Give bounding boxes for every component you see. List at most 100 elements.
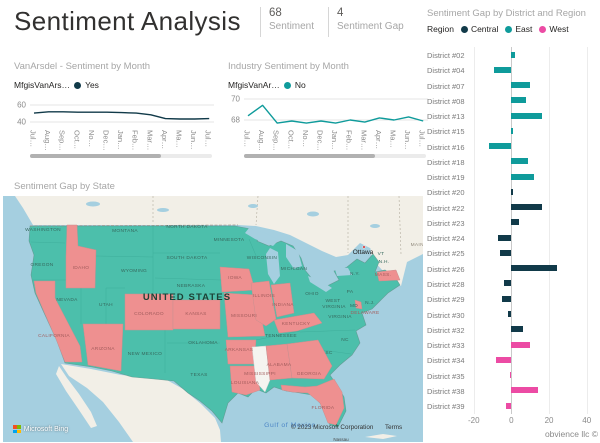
chart-legend: Region Central East West — [427, 24, 569, 34]
bar-row: District #15 — [425, 123, 598, 138]
state-indiana[interactable] — [270, 282, 295, 318]
industry-sentiment-chart: Industry Sentiment by Month MfgisVanAr… … — [226, 58, 432, 170]
district-label: District #08 — [427, 96, 465, 106]
bar-row: District #33 — [425, 337, 598, 352]
legend-item-west[interactable]: West — [539, 24, 569, 34]
sentiment-gap-bar[interactable] — [511, 112, 542, 119]
sentiment-gap-bar[interactable] — [511, 326, 523, 333]
sentiment-gap-bar[interactable] — [498, 234, 512, 241]
chart-scrollbar-thumb[interactable] — [30, 154, 162, 158]
map-title: Sentiment Gap by State — [14, 181, 115, 192]
map-terms-link[interactable]: Terms — [385, 424, 403, 431]
chart-legend[interactable]: MfgisVanAr… No — [228, 80, 306, 90]
state-california[interactable] — [33, 280, 83, 363]
state-louisiana[interactable] — [229, 365, 261, 396]
sentiment-gap-bar[interactable] — [511, 265, 557, 272]
baja-peninsula — [56, 366, 97, 428]
district-bar-chart: Sentiment Gap by District and Region Reg… — [425, 5, 598, 441]
x-axis-label: Ma… — [388, 130, 398, 148]
sentiment-gap-bar[interactable] — [511, 387, 538, 394]
sentiment-gap-bar[interactable] — [511, 82, 531, 89]
sentiment-gap-bar[interactable] — [500, 249, 512, 256]
x-axis-label: Feb… — [344, 130, 354, 151]
sentiment-gap-bar[interactable] — [511, 127, 513, 134]
line-series-yes[interactable] — [33, 111, 210, 120]
y-axis-tick: 70 — [231, 95, 240, 104]
state-kansas[interactable] — [172, 299, 221, 330]
sentiment-gap-bar[interactable] — [511, 204, 542, 211]
district-label: District #26 — [427, 264, 465, 274]
map-label: MONTANA — [112, 228, 138, 234]
kpi-sentiment-gap-label: Sentiment Gap — [337, 21, 404, 32]
x-axis-label: Oct… — [72, 130, 82, 150]
sentiment-gap-bar[interactable] — [511, 173, 534, 180]
legend-item-east[interactable]: East — [505, 24, 532, 34]
canada-province-borders — [152, 196, 402, 255]
state-arizona[interactable] — [82, 323, 124, 372]
map-label: NC — [341, 337, 349, 343]
chart-scrollbar[interactable] — [244, 154, 426, 158]
sentiment-gap-bar[interactable] — [511, 188, 514, 195]
x-axis-label: Jul… — [28, 130, 38, 148]
bar-row: District #04 — [425, 62, 598, 77]
line-plot-area[interactable]: 70 68 — [226, 90, 432, 130]
sentiment-gap-bar[interactable] — [511, 219, 519, 226]
ottawa-marker — [362, 245, 366, 249]
sentiment-gap-bar[interactable] — [511, 158, 529, 165]
district-label: District #18 — [427, 157, 465, 167]
state-colorado[interactable] — [124, 293, 174, 331]
sentiment-gap-bar[interactable] — [503, 280, 512, 287]
x-axis-label: Jul… — [242, 130, 252, 148]
sentiment-gap-bar[interactable] — [511, 51, 516, 58]
x-axis-label: Sep… — [271, 130, 281, 151]
state-kentucky[interactable] — [273, 312, 323, 334]
legend-item-central[interactable]: Central — [460, 24, 499, 34]
chart-scrollbar[interactable] — [30, 154, 212, 158]
legend-item-no[interactable]: No — [294, 80, 306, 90]
sentiment-gap-bar[interactable] — [509, 372, 512, 379]
x-axis-label: No… — [300, 130, 310, 148]
legend-field-label: MfgisVanAr… — [228, 80, 280, 90]
state-mississippi[interactable] — [251, 345, 271, 393]
legend-label: Central — [470, 24, 499, 34]
x-axis-label: Jul… — [417, 130, 427, 148]
sentiment-gap-bar[interactable] — [496, 356, 512, 363]
chart-scrollbar-thumb[interactable] — [244, 154, 376, 158]
district-label: District #13 — [427, 112, 465, 122]
state-illinois[interactable] — [250, 280, 277, 327]
kpi-sentiment-label: Sentiment — [269, 21, 315, 32]
line-series-no[interactable] — [247, 104, 424, 124]
line-plot-area[interactable]: 60 40 — [12, 90, 218, 130]
x-axis-tick: 40 — [582, 416, 592, 425]
chart-legend[interactable]: MfgisVanArs… Yes — [14, 80, 99, 90]
map-label: VIRGINIA — [328, 314, 352, 320]
sentiment-gap-bar[interactable] — [511, 341, 531, 348]
map-label: UTAH — [99, 302, 113, 308]
map-label: GEORGIA — [297, 371, 322, 377]
state-delaware[interactable] — [354, 299, 363, 310]
bar-row: District #07 — [425, 78, 598, 93]
map-label: WYOMING — [121, 268, 147, 274]
us-choropleth-map[interactable]: WASHINGTON MONTANA NORTH DAKOTA SOUTH DAKOT… — [3, 196, 423, 442]
state-massachusetts[interactable] — [376, 269, 401, 282]
sentiment-gap-bar[interactable] — [511, 97, 527, 104]
map-label: INDIANA — [272, 302, 294, 308]
sentiment-gap-bar[interactable] — [505, 402, 512, 409]
sentiment-gap-bar[interactable] — [488, 143, 512, 150]
sentiment-gap-bar[interactable] — [494, 66, 512, 73]
map-label: N.J. — [365, 300, 375, 306]
state-georgia[interactable] — [286, 339, 333, 380]
state-florida[interactable] — [280, 378, 345, 426]
map-label: MICHIGAN — [281, 266, 308, 272]
sentiment-gap-bar[interactable] — [502, 295, 512, 302]
map-label: NORTH DAKOTA — [166, 224, 208, 230]
microsoft-bing-logo[interactable]: Microsoft Bing — [13, 425, 68, 433]
sentiment-gap-bar[interactable] — [507, 311, 512, 318]
sentiment-map[interactable]: WASHINGTON MONTANA NORTH DAKOTA SOUTH DAKOT… — [3, 196, 423, 442]
gridline — [549, 47, 551, 414]
bar-row: District #08 — [425, 93, 598, 108]
state-idaho[interactable] — [65, 224, 97, 289]
legend-item-yes[interactable]: Yes — [85, 80, 99, 90]
map-label: ARKANSAS — [225, 347, 254, 353]
bar-row: District #24 — [425, 230, 598, 245]
